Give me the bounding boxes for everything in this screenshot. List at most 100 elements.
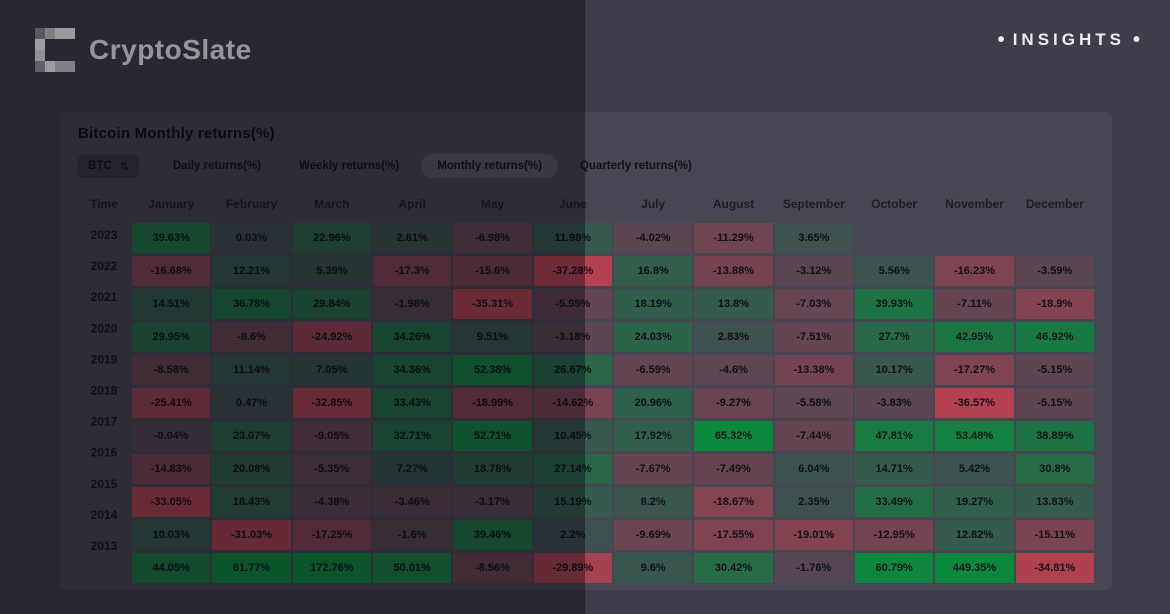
return-cell-2013-august: 30.42% (694, 553, 773, 583)
return-cell-2022-january: -16.68% (132, 256, 211, 286)
return-cell-2018-november: -36.57% (935, 388, 1014, 418)
return-cell-2019-april: 34.36% (373, 355, 452, 385)
return-cell-2016-june: 27.14% (533, 454, 612, 484)
return-cell-2022-march: 5.39% (292, 256, 371, 286)
return-cell-2014-february: -31.03% (212, 520, 291, 550)
return-cell-2013-october: 60.79% (855, 553, 934, 583)
return-cell-2019-july: -6.59% (614, 355, 693, 385)
return-cell-2017-november: 53.48% (935, 421, 1014, 451)
return-cell-2017-march: -9.05% (292, 421, 371, 451)
return-cell-2017-august: 65.32% (694, 421, 773, 451)
brand-name: CryptoSlate (89, 34, 252, 65)
return-cell-2023-november (935, 223, 1013, 253)
return-cell-2016-january: -14.83% (132, 454, 211, 484)
asset-select[interactable]: BTC ⇅ (78, 154, 139, 178)
return-cell-2020-december: 46.92% (1015, 322, 1094, 352)
year-label-2016: 2016 (90, 445, 118, 460)
tab-daily[interactable]: Daily returns(%) (157, 154, 277, 178)
return-cell-2015-june: 15.19% (533, 487, 612, 517)
return-cell-2020-november: 42.95% (935, 322, 1014, 352)
return-cell-2015-april: -3.46% (373, 487, 452, 517)
widget-title: Bitcoin Monthly returns(%) (78, 125, 275, 142)
return-cell-2013-june: -29.89% (533, 553, 612, 583)
return-cell-2019-november: -17.27% (935, 355, 1014, 385)
return-cell-2015-december: 13.83% (1015, 487, 1094, 517)
return-cell-2019-may: 52.38% (453, 355, 532, 385)
return-cell-2015-october: 33.49% (855, 487, 934, 517)
return-cell-2015-february: 18.43% (212, 487, 291, 517)
monthly-returns-heatmap: Time January February March April May June July… (78, 192, 1094, 583)
return-cell-2020-may: 9.51% (453, 322, 532, 352)
return-cell-2015-march: -4.38% (292, 487, 371, 517)
returns-widget-card: Bitcoin Monthly returns(%) BTC ⇅ Daily r… (60, 112, 1112, 590)
return-cell-2017-may: 52.71% (453, 421, 532, 451)
return-cell-2020-october: 27.7% (855, 322, 934, 352)
return-cell-2020-february: -8.6% (212, 322, 291, 352)
return-cell-2014-april: -1.6% (373, 520, 452, 550)
column-header-december: December (1025, 197, 1084, 211)
return-cell-2013-december: -34.81% (1015, 553, 1094, 583)
return-cell-2019-march: 7.05% (292, 355, 371, 385)
tab-quarterly[interactable]: Quarterly returns(%) (564, 154, 708, 178)
return-cell-2018-march: -32.85% (292, 388, 371, 418)
return-cell-2023-october (855, 223, 933, 253)
return-cell-2016-december: 30.8% (1015, 454, 1094, 484)
return-cell-2017-july: 17.92% (614, 421, 693, 451)
return-cell-2017-february: 23.07% (212, 421, 291, 451)
return-cell-2021-june: -5.95% (533, 289, 612, 319)
cryptoslate-logo-icon (35, 28, 75, 72)
tab-weekly[interactable]: Weekly returns(%) (283, 154, 415, 178)
return-cell-2017-september: -7.44% (774, 421, 853, 451)
return-cell-2014-july: -9.69% (614, 520, 693, 550)
return-cell-2022-may: -15.6% (453, 256, 532, 286)
column-header-july: July (641, 197, 666, 211)
return-cell-2018-may: -18.99% (453, 388, 532, 418)
return-cell-2013-november: 449.35% (935, 553, 1014, 583)
column-header-october: October (871, 197, 918, 211)
return-cell-2021-july: 18.19% (614, 289, 693, 319)
return-cell-2015-may: -3.17% (453, 487, 532, 517)
return-cell-2013-july: 9.6% (614, 553, 693, 583)
return-cell-2015-august: -18.67% (694, 487, 773, 517)
column-header-time: Time (90, 197, 118, 211)
return-cell-2022-november: -16.23% (935, 256, 1014, 286)
return-cell-2023-april: 2.81% (373, 223, 452, 253)
widget-controls: BTC ⇅ Daily returns(%) Weekly returns(%) M… (78, 153, 1094, 179)
return-cell-2016-july: -7.67% (614, 454, 693, 484)
column-header-august: August (712, 197, 755, 211)
bullet-icon: • (1132, 28, 1140, 51)
return-cell-2023-june: 11.98% (533, 223, 612, 253)
return-cell-2014-december: -15.11% (1015, 520, 1094, 550)
return-cell-2019-october: 10.17% (855, 355, 934, 385)
return-cell-2022-october: 5.56% (855, 256, 934, 286)
return-cell-2013-january: 44.05% (132, 553, 211, 583)
year-label-2020: 2020 (90, 321, 118, 336)
asset-select-value: BTC (88, 160, 112, 172)
return-cell-2022-april: -17.3% (373, 256, 452, 286)
year-label-2017: 2017 (90, 414, 118, 429)
insights-badge[interactable]: • INSIGHTS • (998, 29, 1140, 52)
return-cell-2023-may: -6.98% (453, 223, 532, 253)
return-cell-2019-february: 11.14% (212, 355, 291, 385)
return-cell-2020-september: -7.51% (774, 322, 853, 352)
return-cell-2018-october: -3.83% (855, 388, 934, 418)
return-cell-2020-june: -3.18% (533, 322, 612, 352)
return-cell-2015-september: 2.35% (774, 487, 853, 517)
return-cell-2015-january: -33.05% (132, 487, 211, 517)
year-label-2014: 2014 (90, 507, 118, 522)
return-cell-2018-june: -14.62% (533, 388, 612, 418)
return-cell-2021-march: 29.84% (292, 289, 371, 319)
return-cell-2020-april: 34.26% (373, 322, 452, 352)
return-cell-2018-august: -9.27% (694, 388, 773, 418)
year-label-2019: 2019 (90, 352, 118, 367)
return-cell-2023-july: -4.02% (614, 223, 693, 253)
tab-monthly[interactable]: Monthly returns(%) (421, 154, 558, 178)
column-header-may: May (480, 197, 505, 211)
return-cell-2016-april: 7.27% (373, 454, 452, 484)
return-cell-2019-december: -5.15% (1015, 355, 1094, 385)
cryptoslate-brand[interactable]: CryptoSlate (35, 28, 252, 72)
return-cell-2021-january: 14.51% (132, 289, 211, 319)
return-cell-2018-july: 20.96% (614, 388, 693, 418)
return-cell-2013-march: 172.76% (292, 553, 371, 583)
return-cell-2020-january: 29.95% (132, 322, 211, 352)
